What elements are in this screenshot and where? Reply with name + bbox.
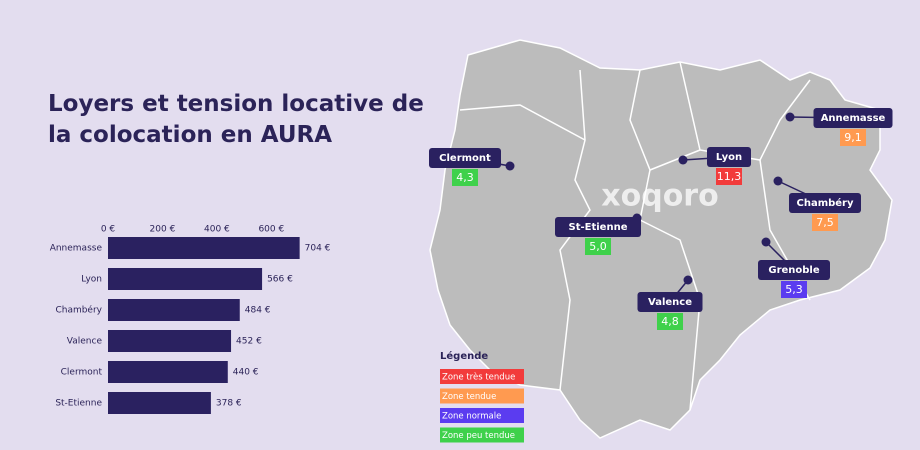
city-box xyxy=(429,148,501,168)
tension-box xyxy=(585,238,611,255)
city-box xyxy=(555,217,641,237)
bar xyxy=(108,268,263,290)
city-box xyxy=(637,292,703,312)
city-dot xyxy=(683,275,693,285)
value-label: 452 € xyxy=(236,337,262,347)
tension-label: 4,8 xyxy=(661,315,679,328)
legend-swatch xyxy=(440,369,524,384)
tension-box xyxy=(812,214,838,231)
y-tick-label: Clermont xyxy=(61,368,103,378)
city-name: Lyon xyxy=(716,152,742,163)
city-name: Annemasse xyxy=(821,113,886,124)
city-box xyxy=(758,260,830,280)
bar xyxy=(108,237,300,259)
city-name: Grenoble xyxy=(768,265,819,276)
legend-swatch xyxy=(440,388,524,404)
tension-box xyxy=(716,168,742,185)
city-name: St-Etienne xyxy=(569,222,628,233)
legend-title: Légende xyxy=(440,350,488,362)
value-label: 484 € xyxy=(245,306,271,316)
y-tick-label: Lyon xyxy=(81,275,102,285)
chart-title: Loyers et tension locative de la colocati… xyxy=(48,91,424,148)
x-tick-label: 200 € xyxy=(150,225,176,235)
city-box xyxy=(707,147,751,167)
legend-swatch xyxy=(440,427,524,443)
city-name: Valence xyxy=(648,297,692,308)
tension-box xyxy=(452,169,478,186)
x-tick-label: 0 € xyxy=(101,225,116,235)
y-tick-label: Chambéry xyxy=(55,305,102,316)
city-box xyxy=(789,193,861,213)
brand-logo: xoqoro xyxy=(601,179,718,214)
tension-box xyxy=(840,129,866,146)
tension-label: 4,3 xyxy=(456,171,474,184)
legend-label: Zone très tendue xyxy=(442,372,515,383)
city-dot xyxy=(678,155,688,165)
city-dot xyxy=(505,161,515,171)
x-tick-label: 600 € xyxy=(258,225,284,235)
bar xyxy=(108,330,232,352)
city-dot xyxy=(785,112,795,122)
y-tick-label: St-Etienne xyxy=(55,399,102,409)
tension-label: 7,5 xyxy=(816,216,834,229)
city-name: Clermont xyxy=(439,153,491,164)
x-tick-label: 400 € xyxy=(204,225,230,235)
y-tick-label: Valence xyxy=(67,337,103,347)
tension-label: 5,0 xyxy=(589,240,607,253)
bar xyxy=(108,361,228,383)
legend-label: Zone peu tendue xyxy=(442,431,515,441)
city-box xyxy=(813,108,893,128)
title-line: Loyers et tension locative de xyxy=(48,91,424,117)
tension-label: 9,1 xyxy=(844,131,862,144)
tension-label: 11,3 xyxy=(717,170,742,183)
legend-swatch xyxy=(440,408,524,423)
legend-label: Zone normale xyxy=(442,412,501,422)
tension-box xyxy=(657,313,683,330)
value-label: 704 € xyxy=(305,244,331,254)
bar xyxy=(108,392,211,414)
city-dot xyxy=(761,237,771,247)
bar xyxy=(108,299,240,321)
value-label: 440 € xyxy=(233,368,259,378)
tension-label: 5,3 xyxy=(785,283,803,296)
y-tick-label: Annemasse xyxy=(50,244,103,254)
legend-label: Zone tendue xyxy=(442,392,496,402)
tension-box xyxy=(781,281,807,298)
title-line: la colocation en AURA xyxy=(48,122,332,148)
value-label: 566 € xyxy=(267,275,293,285)
value-label: 378 € xyxy=(216,399,242,409)
city-name: Chambéry xyxy=(796,197,853,209)
city-dot xyxy=(773,176,783,186)
